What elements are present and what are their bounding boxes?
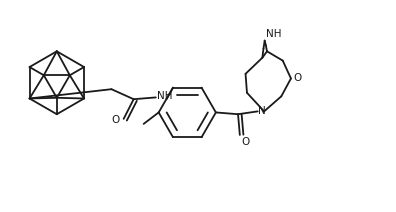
Text: O: O	[293, 73, 301, 83]
Text: NH: NH	[156, 91, 172, 101]
Text: O: O	[241, 137, 249, 147]
Text: N: N	[258, 106, 266, 116]
Text: O: O	[112, 115, 120, 125]
Text: NH: NH	[266, 29, 281, 39]
